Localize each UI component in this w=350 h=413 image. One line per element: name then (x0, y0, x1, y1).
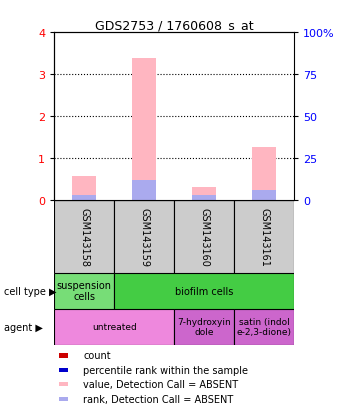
Text: untreated: untreated (92, 322, 136, 331)
Text: percentile rank within the sample: percentile rank within the sample (83, 365, 248, 375)
Text: rank, Detection Call = ABSENT: rank, Detection Call = ABSENT (83, 394, 233, 404)
Bar (192, 187, 216, 201)
Bar (114, 201, 174, 273)
Text: count: count (83, 351, 111, 361)
Text: GSM143160: GSM143160 (199, 207, 209, 266)
Bar (54, 309, 174, 345)
Bar (174, 201, 234, 273)
Text: cell type ▶: cell type ▶ (4, 286, 56, 296)
Text: GSM143161: GSM143161 (259, 207, 269, 266)
Text: biofilm cells: biofilm cells (175, 286, 233, 296)
Bar (59, 396, 68, 401)
Bar (132, 181, 156, 201)
Bar (174, 309, 234, 345)
Bar (132, 59, 156, 201)
Bar (234, 309, 294, 345)
Bar (54, 273, 114, 309)
Text: 7-hydroxyin
dole: 7-hydroxyin dole (177, 317, 231, 337)
Bar (59, 382, 68, 387)
Text: GSM143158: GSM143158 (79, 207, 89, 266)
Text: suspension
cells: suspension cells (57, 280, 112, 301)
Bar (192, 195, 216, 201)
Bar (54, 201, 114, 273)
Text: satin (indol
e-2,3-dione): satin (indol e-2,3-dione) (237, 317, 292, 337)
Bar (114, 273, 294, 309)
Bar (252, 190, 276, 201)
Text: value, Detection Call = ABSENT: value, Detection Call = ABSENT (83, 380, 238, 389)
Bar (234, 201, 294, 273)
Bar (59, 368, 68, 372)
Bar (59, 354, 68, 358)
Bar (72, 177, 96, 201)
Bar (252, 147, 276, 201)
Title: GDS2753 / 1760608_s_at: GDS2753 / 1760608_s_at (95, 19, 253, 32)
Text: GSM143159: GSM143159 (139, 207, 149, 266)
Text: agent ▶: agent ▶ (4, 322, 42, 332)
Bar (72, 195, 96, 201)
